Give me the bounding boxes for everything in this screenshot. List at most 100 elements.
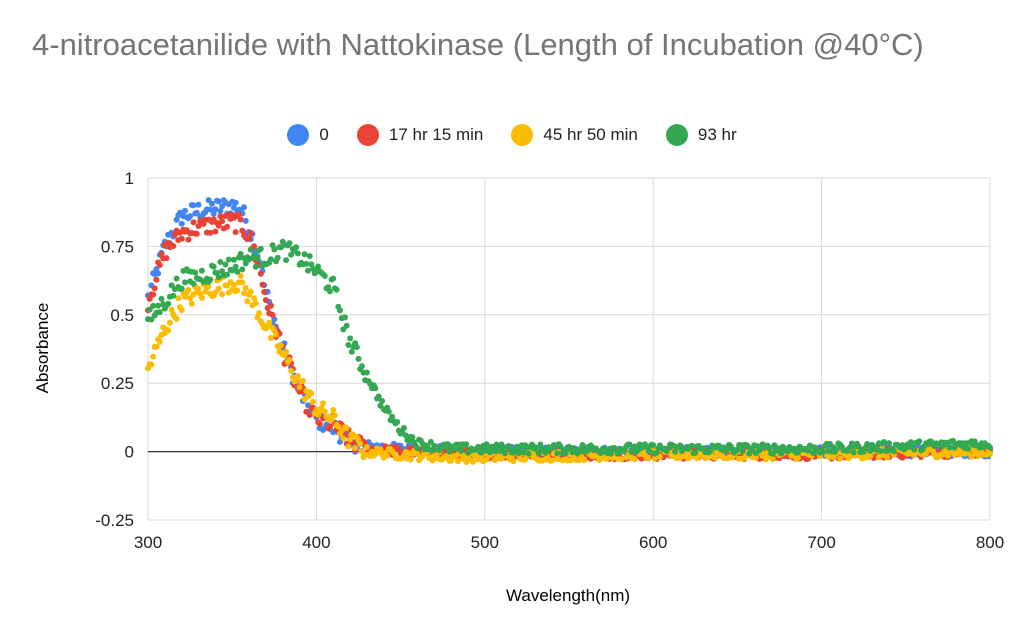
data-point <box>242 285 249 291</box>
data-point <box>470 458 476 465</box>
data-point <box>182 279 188 286</box>
data-point <box>621 447 628 454</box>
data-point <box>225 256 232 263</box>
data-point <box>520 449 527 456</box>
data-point <box>195 285 202 292</box>
data-point <box>581 457 588 464</box>
data-point <box>262 297 269 304</box>
data-point <box>230 204 237 211</box>
data-point <box>165 327 172 334</box>
y-tick-label: 0 <box>125 443 134 462</box>
data-point <box>766 445 773 452</box>
data-point <box>395 445 402 452</box>
data-point <box>316 420 323 427</box>
data-point <box>389 413 396 420</box>
series-45-hr-50-min <box>145 272 993 465</box>
data-point <box>192 269 199 276</box>
x-tick-label: 800 <box>976 533 1004 552</box>
data-point <box>239 227 246 234</box>
data-point <box>458 447 465 454</box>
data-point <box>215 198 222 205</box>
data-point <box>330 275 337 282</box>
data-point <box>377 446 384 453</box>
data-point <box>239 266 246 273</box>
legend: 0 17 hr 15 min 45 hr 50 min 93 hr <box>0 120 1024 150</box>
data-point <box>257 245 264 252</box>
data-point <box>234 268 241 275</box>
data-point <box>232 263 239 270</box>
data-point <box>242 217 249 224</box>
data-point <box>188 300 195 307</box>
data-point <box>259 281 266 288</box>
data-point <box>178 307 185 314</box>
x-tick-label: 500 <box>471 533 499 552</box>
data-point <box>385 408 392 415</box>
data-point <box>190 202 197 209</box>
data-point <box>946 444 953 451</box>
legend-label: 45 hr 50 min <box>543 125 638 144</box>
x-tick-label: 300 <box>134 533 162 552</box>
data-point <box>256 310 263 317</box>
data-point <box>153 276 160 283</box>
data-point <box>414 451 421 457</box>
data-point <box>271 246 278 253</box>
data-point <box>293 244 300 251</box>
legend-item: 0 <box>287 124 329 146</box>
data-point <box>182 207 188 214</box>
tick-labels: 300 400 500 600 700 800 -0.25 0 0.25 0.5 0.75 1 <box>95 169 1004 552</box>
data-point <box>217 213 224 220</box>
data-point <box>310 398 316 405</box>
points <box>145 197 993 465</box>
data-point <box>247 246 254 253</box>
data-point <box>185 236 192 243</box>
data-point <box>269 311 276 318</box>
data-point <box>486 449 493 456</box>
data-point <box>241 204 247 211</box>
legend-label: 17 hr 15 min <box>388 125 484 144</box>
data-point <box>923 450 929 457</box>
data-point <box>232 199 239 206</box>
data-point <box>987 444 993 451</box>
data-point <box>209 200 215 207</box>
y-tick-label: 0.5 <box>110 306 134 325</box>
data-point <box>820 449 827 456</box>
data-point <box>299 377 306 384</box>
data-point <box>535 450 542 457</box>
data-point <box>390 450 397 457</box>
data-point <box>257 270 264 277</box>
data-point <box>358 363 365 370</box>
data-point <box>230 256 237 263</box>
data-point <box>409 434 416 441</box>
legend-marker <box>287 124 310 146</box>
grid <box>147 177 991 521</box>
y-tick-label: -0.25 <box>95 511 134 530</box>
data-point <box>274 254 281 261</box>
data-point <box>537 441 544 448</box>
data-point <box>795 454 801 461</box>
data-point <box>151 285 158 292</box>
data-point <box>219 218 226 225</box>
legend-marker <box>665 124 688 146</box>
data-point <box>234 287 241 294</box>
data-point <box>752 454 759 461</box>
x-tick-label: 700 <box>807 533 835 552</box>
data-point <box>347 335 354 342</box>
data-point <box>215 285 222 292</box>
data-point <box>837 455 844 462</box>
data-point <box>294 373 301 379</box>
data-point <box>195 201 202 208</box>
data-point <box>357 440 364 447</box>
data-point <box>394 419 401 425</box>
data-point <box>150 353 157 360</box>
data-point <box>244 298 251 305</box>
data-point <box>363 369 370 376</box>
data-point <box>178 235 185 242</box>
chart-title: 4-nitroacetanilide with Nattokinase (Len… <box>32 27 924 62</box>
data-point <box>308 261 315 268</box>
data-point <box>215 222 222 229</box>
data-point <box>306 253 313 260</box>
data-point <box>944 452 951 459</box>
data-point <box>321 273 328 279</box>
data-point <box>207 276 214 283</box>
